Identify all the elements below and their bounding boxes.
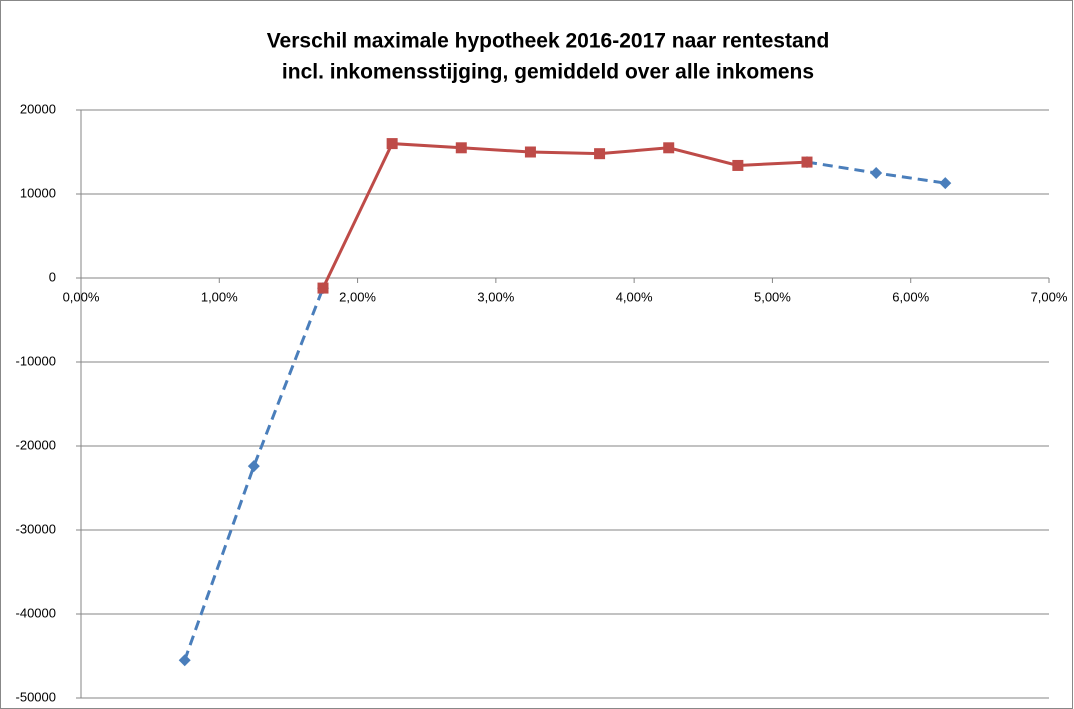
- x-tick-label: 7,00%: [1031, 289, 1068, 304]
- x-tick-label: 4,00%: [616, 289, 653, 304]
- marker: [801, 156, 813, 168]
- x-tick-label: 5,00%: [754, 289, 791, 304]
- y-tick-label: -30000: [16, 521, 56, 536]
- y-tick-label: -40000: [16, 605, 56, 620]
- x-tick-label: 3,00%: [477, 289, 514, 304]
- y-tick-label: 20000: [20, 101, 56, 116]
- x-tick-label: 1,00%: [201, 289, 238, 304]
- marker: [455, 142, 467, 154]
- series-line: [321, 142, 808, 289]
- y-tick-label: -20000: [16, 437, 56, 452]
- y-tick-label: -50000: [16, 689, 56, 704]
- x-tick-label: 6,00%: [892, 289, 929, 304]
- y-tick-label: -10000: [16, 353, 56, 368]
- marker: [178, 654, 191, 667]
- marker: [870, 167, 883, 179]
- y-tick-label: 10000: [20, 185, 56, 200]
- marker: [524, 146, 536, 158]
- marker: [663, 142, 675, 154]
- chart-title: Verschil maximale hypotheek 2016-2017 na…: [267, 30, 830, 53]
- marker: [386, 138, 398, 150]
- x-tick-label: 2,00%: [339, 289, 376, 304]
- marker: [732, 159, 744, 171]
- marker: [247, 460, 260, 473]
- x-tick-label: 0,00%: [63, 289, 100, 304]
- marker: [594, 148, 606, 160]
- chart-title: incl. inkomensstijging, gemiddeld over a…: [282, 61, 814, 84]
- y-tick-label: 0: [49, 269, 56, 284]
- marker: [939, 177, 952, 190]
- marker: [317, 282, 329, 294]
